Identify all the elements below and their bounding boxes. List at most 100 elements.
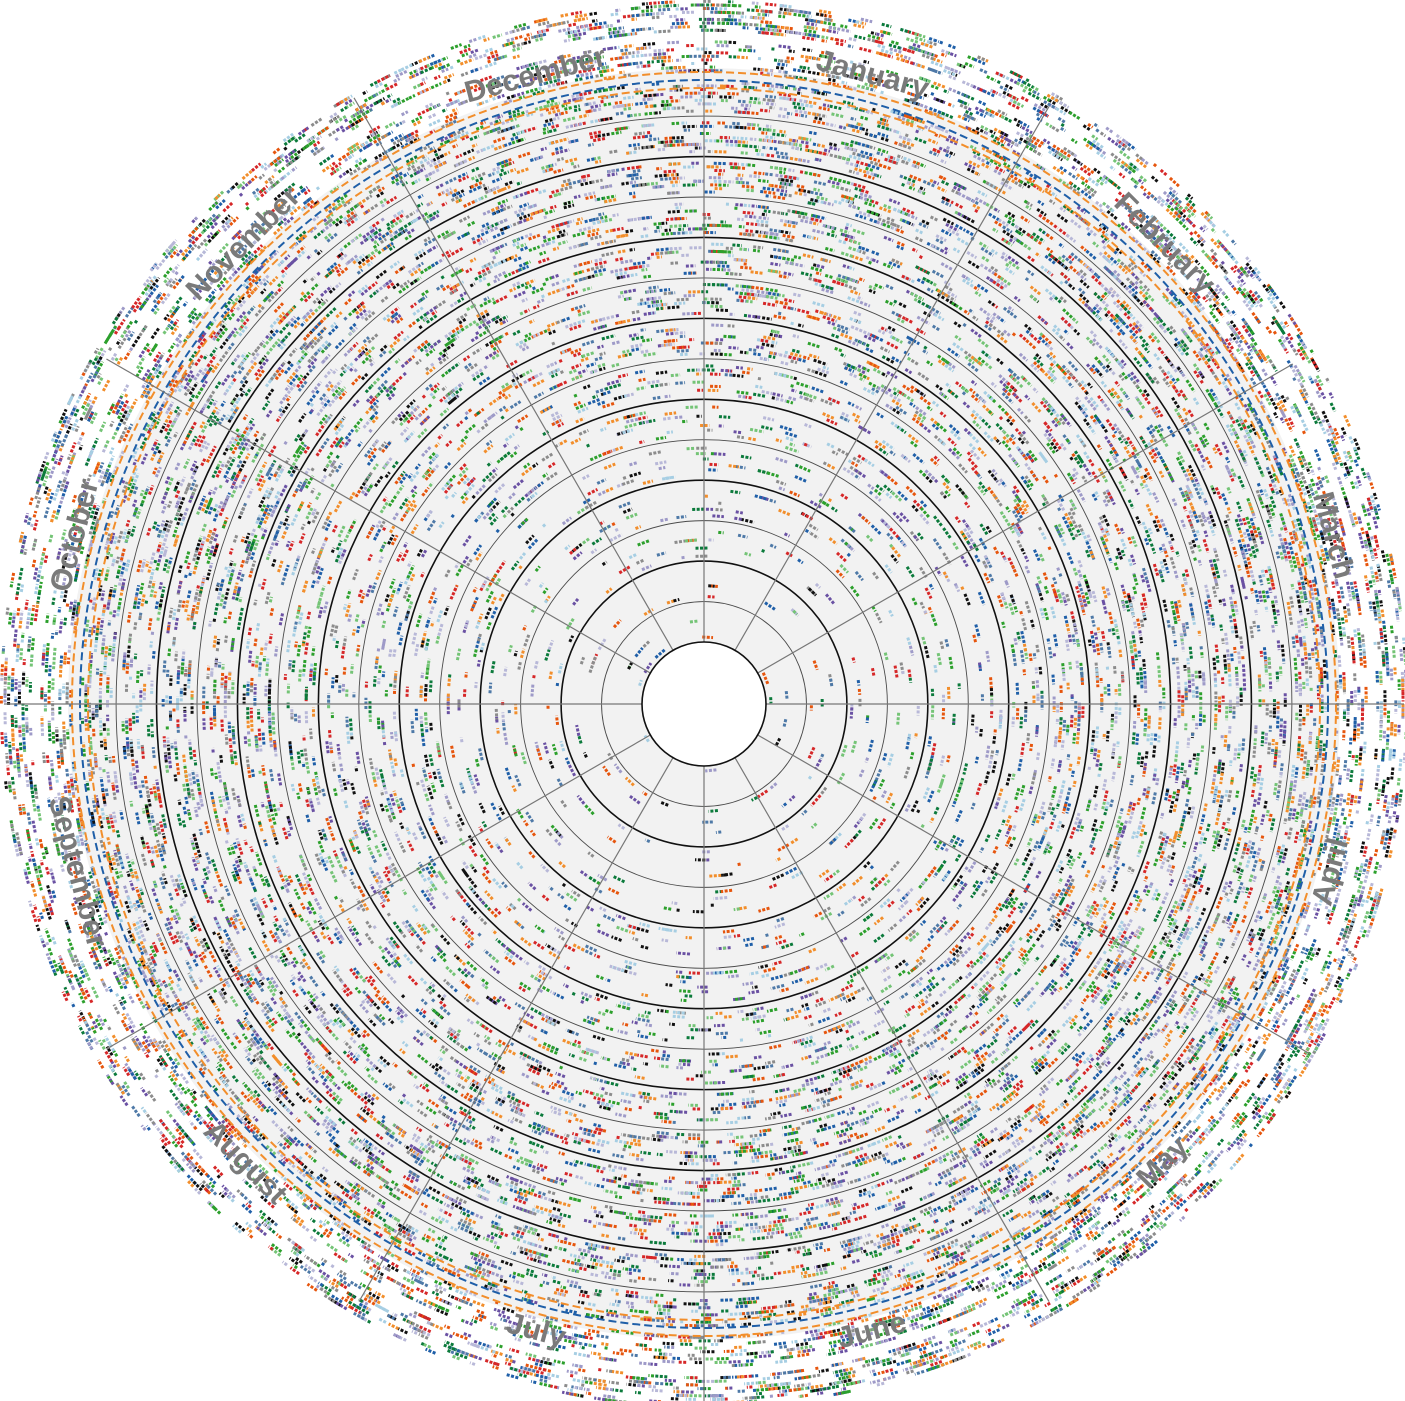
event-mark xyxy=(936,652,943,667)
event-mark xyxy=(464,901,470,907)
event-mark xyxy=(884,564,893,574)
event-mark xyxy=(967,457,979,469)
event-mark xyxy=(427,816,435,826)
event-mark xyxy=(579,1049,594,1057)
event-mark xyxy=(760,495,770,502)
event-mark xyxy=(544,1018,555,1026)
event-mark xyxy=(667,305,681,310)
event-mark xyxy=(601,1056,607,1061)
event-mark xyxy=(476,428,482,434)
event-mark xyxy=(468,862,474,868)
event-mark xyxy=(1053,634,1059,649)
event-mark xyxy=(764,601,777,612)
event-mark xyxy=(510,950,523,961)
event-mark xyxy=(583,803,595,816)
event-mark xyxy=(717,264,730,268)
event-mark xyxy=(870,524,882,536)
event-mark xyxy=(915,896,925,907)
event-mark xyxy=(615,925,629,933)
event-mark xyxy=(678,345,690,349)
event-mark xyxy=(593,953,601,959)
event-mark xyxy=(849,372,859,379)
event-mark xyxy=(721,873,727,877)
event-mark xyxy=(765,294,778,300)
event-mark xyxy=(890,421,903,431)
event-mark xyxy=(643,351,658,357)
event-mark xyxy=(1000,592,1007,603)
event-mark xyxy=(1048,646,1053,659)
event-mark xyxy=(675,1110,688,1114)
event-mark xyxy=(626,392,634,398)
event-mark xyxy=(577,734,583,744)
event-mark xyxy=(622,349,630,354)
event-mark xyxy=(842,898,852,907)
event-mark xyxy=(570,991,576,996)
event-mark xyxy=(564,917,570,923)
event-mark xyxy=(288,740,293,754)
event-mark xyxy=(916,1002,926,1010)
event-mark xyxy=(368,758,374,770)
event-mark xyxy=(889,543,895,549)
event-mark xyxy=(854,829,862,838)
event-mark xyxy=(1136,672,1140,686)
event-mark xyxy=(418,825,427,840)
event-mark xyxy=(485,440,493,447)
event-mark xyxy=(872,571,880,581)
event-mark xyxy=(629,461,638,467)
event-mark xyxy=(784,690,789,700)
event-mark xyxy=(673,597,680,603)
event-mark xyxy=(523,634,531,647)
event-mark xyxy=(958,882,968,893)
event-mark xyxy=(911,504,919,513)
event-mark xyxy=(806,1035,814,1041)
event-mark xyxy=(742,981,754,987)
event-mark xyxy=(782,718,788,728)
event-mark xyxy=(1151,745,1157,760)
event-mark xyxy=(465,483,475,495)
event-mark xyxy=(488,512,496,521)
event-mark xyxy=(909,401,916,408)
event-mark xyxy=(769,351,776,356)
event-mark xyxy=(520,750,527,765)
event-mark xyxy=(305,761,311,774)
event-mark xyxy=(846,1020,861,1029)
event-mark xyxy=(827,463,837,471)
event-mark xyxy=(559,380,568,387)
event-mark xyxy=(357,810,364,820)
event-mark xyxy=(410,523,419,535)
event-mark xyxy=(879,984,893,994)
event-mark xyxy=(840,744,848,759)
event-mark xyxy=(1058,595,1064,605)
event-mark xyxy=(837,447,850,457)
event-mark xyxy=(977,591,986,606)
event-mark xyxy=(553,838,562,847)
event-mark xyxy=(712,514,724,519)
event-mark xyxy=(952,713,956,726)
event-mark xyxy=(954,950,964,959)
event-mark xyxy=(429,721,433,731)
event-mark xyxy=(342,778,348,791)
event-mark xyxy=(810,822,818,829)
event-mark xyxy=(521,517,530,526)
event-mark xyxy=(352,568,359,581)
event-mark xyxy=(868,818,879,830)
event-mark xyxy=(858,926,871,937)
event-mark xyxy=(994,802,999,809)
event-mark xyxy=(914,410,924,419)
event-mark xyxy=(675,970,683,974)
event-mark xyxy=(740,265,752,270)
event-mark xyxy=(999,510,1010,524)
event-mark xyxy=(552,413,563,422)
event-mark xyxy=(1010,564,1020,579)
event-mark xyxy=(915,809,921,815)
event-mark xyxy=(790,359,798,365)
event-mark xyxy=(880,790,888,799)
event-mark xyxy=(754,494,767,501)
event-mark xyxy=(338,762,344,772)
event-mark xyxy=(817,367,830,375)
event-mark xyxy=(789,490,800,498)
event-mark xyxy=(1052,576,1058,585)
event-mark xyxy=(862,1032,876,1042)
event-mark xyxy=(605,978,611,983)
event-mark xyxy=(660,1053,671,1058)
